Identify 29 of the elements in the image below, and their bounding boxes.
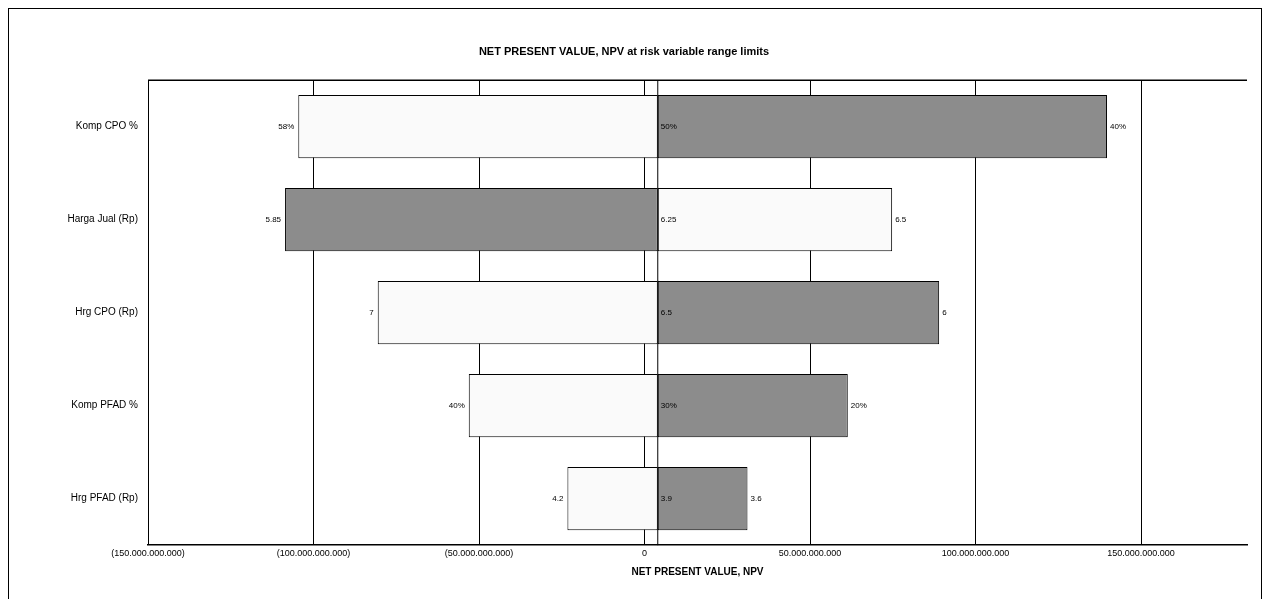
annotation: 6.25 <box>660 214 677 224</box>
chart-title: NET PRESENT VALUE, NPV at risk variable range limits <box>478 44 770 57</box>
annotation: 6 <box>942 307 948 317</box>
annotation: 40% <box>1109 121 1126 131</box>
annotation: 30% <box>660 400 677 410</box>
x-tick-label: 100.000.000.000 <box>941 548 1010 559</box>
x-axis-title: NET PRESENT VALUE, NPV <box>631 565 764 577</box>
y-tick-label: Hrg CPO (Rp) <box>75 306 138 318</box>
x-tick-label: 150.000.000.000 <box>1107 548 1175 559</box>
y-tick-label: Komp CPO % <box>75 120 139 132</box>
annotation: 58% <box>278 121 295 131</box>
annotation: 3.6 <box>750 493 763 503</box>
annotation: 50% <box>660 121 677 131</box>
y-tick-label: Harga Jual (Rp) <box>67 213 138 225</box>
annotation: 6.5 <box>660 307 673 317</box>
y-tick-label: Komp PFAD % <box>71 399 139 411</box>
x-tick-label: 0 <box>642 548 648 559</box>
y-tick-label: Hrg PFAD (Rp) <box>70 492 138 504</box>
annotation: 4.2 <box>552 493 564 503</box>
x-tick-label: (50.000.000.000) <box>444 548 514 559</box>
x-tick-label: 50.000.000.000 <box>778 548 842 559</box>
x-tick-label: (150.000.000.000) <box>111 548 185 559</box>
annotation: 3.9 <box>660 493 673 503</box>
annotation: 5.85 <box>265 214 282 224</box>
annotation: 6.5 <box>895 214 907 224</box>
x-tick-label: (100.000.000.000) <box>276 548 351 559</box>
annotation: 7 <box>369 307 375 317</box>
annotation: 40% <box>448 400 465 410</box>
annotation: 20% <box>850 400 867 410</box>
